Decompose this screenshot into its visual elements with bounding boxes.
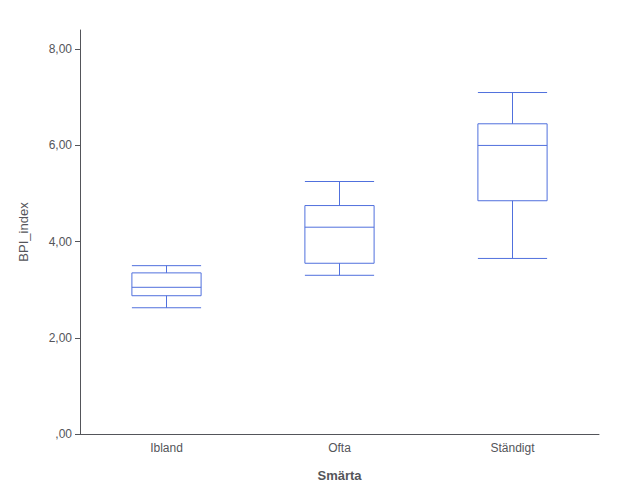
svg-text:Ibland: Ibland bbox=[150, 441, 183, 455]
svg-text:6,00: 6,00 bbox=[49, 138, 73, 152]
svg-text:Ständigt: Ständigt bbox=[490, 441, 535, 455]
svg-text:4,00: 4,00 bbox=[49, 235, 73, 249]
svg-text:BPI_index: BPI_index bbox=[16, 202, 31, 262]
svg-text:8,00: 8,00 bbox=[49, 42, 73, 56]
svg-text:Ofta: Ofta bbox=[328, 441, 351, 455]
svg-text:2,00: 2,00 bbox=[49, 331, 73, 345]
svg-text:,00: ,00 bbox=[55, 427, 72, 441]
svg-text:Smärta: Smärta bbox=[317, 468, 362, 483]
